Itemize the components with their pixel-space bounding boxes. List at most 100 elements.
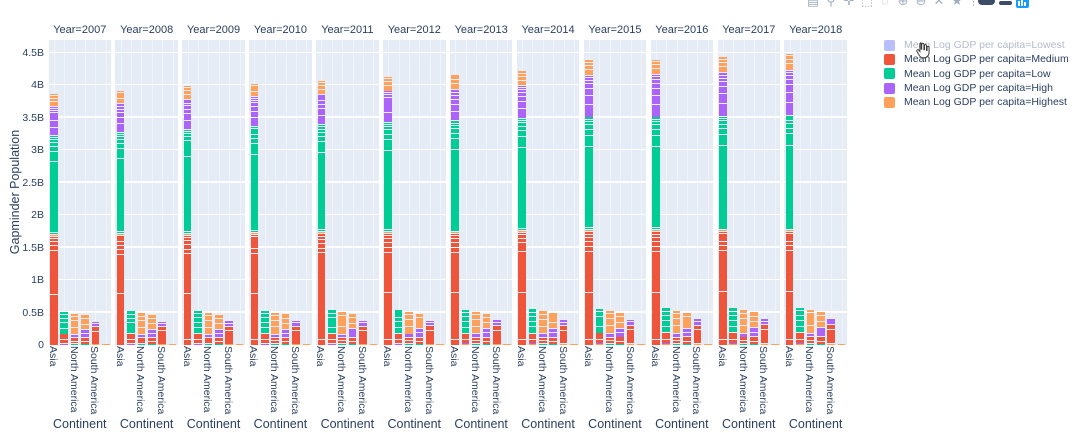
bar-segment[interactable] xyxy=(718,246,727,251)
bar-segment[interactable] xyxy=(250,97,259,98)
bar-segment[interactable] xyxy=(837,343,846,345)
bar-segment[interactable] xyxy=(806,337,815,341)
bar-segment[interactable] xyxy=(101,344,110,345)
bar-segment[interactable] xyxy=(492,320,501,322)
bar-segment[interactable] xyxy=(281,337,290,341)
bar-segment[interactable] xyxy=(127,340,135,343)
bar-segment[interactable] xyxy=(796,344,804,345)
bar-segment[interactable] xyxy=(158,344,167,345)
bar-segment[interactable] xyxy=(49,140,58,143)
bar-segment[interactable] xyxy=(482,337,491,341)
bar-segment[interactable] xyxy=(281,329,290,333)
bar-segment[interactable] xyxy=(585,232,593,234)
bar-segment[interactable] xyxy=(348,341,357,344)
bar-segment[interactable] xyxy=(250,244,259,249)
bar-segment[interactable] xyxy=(384,122,392,124)
bar-segment[interactable] xyxy=(394,317,403,322)
bar-segment[interactable] xyxy=(137,341,146,344)
bar-segment[interactable] xyxy=(317,153,326,230)
bar-segment[interactable] xyxy=(817,332,825,337)
bar-segment[interactable] xyxy=(281,341,290,344)
bar-segment[interactable] xyxy=(585,238,593,242)
bar-segment[interactable] xyxy=(250,88,259,92)
bar-segment[interactable] xyxy=(281,344,290,345)
bar-segment[interactable] xyxy=(662,333,670,339)
bar-segment[interactable] xyxy=(785,251,794,292)
bar-segment[interactable] xyxy=(127,344,135,345)
bar-segment[interactable] xyxy=(595,339,604,343)
bar-segment[interactable] xyxy=(472,311,480,315)
bar-segment[interactable] xyxy=(605,319,614,326)
bar-segment[interactable] xyxy=(49,161,58,233)
bar-segment[interactable] xyxy=(451,252,459,293)
bar-segment[interactable] xyxy=(472,326,480,334)
bar-segment[interactable] xyxy=(384,231,392,233)
bar-segment[interactable] xyxy=(317,236,326,239)
bar-segment[interactable] xyxy=(662,344,670,345)
bar-segment[interactable] xyxy=(183,249,192,254)
bar-segment[interactable] xyxy=(662,343,670,345)
bar-segment[interactable] xyxy=(49,102,58,107)
bar-segment[interactable] xyxy=(739,310,748,313)
bar-segment[interactable] xyxy=(492,330,501,344)
bar-segment[interactable] xyxy=(785,85,794,92)
bar-segment[interactable] xyxy=(415,317,424,323)
zoom-icon[interactable]: ⚲ xyxy=(826,0,836,8)
bar-segment[interactable] xyxy=(271,312,280,316)
bar-segment[interactable] xyxy=(785,92,794,102)
bar-segment[interactable] xyxy=(718,62,727,67)
bar-segment[interactable] xyxy=(148,319,156,324)
bar-segment[interactable] xyxy=(384,95,392,97)
bar-segment[interactable] xyxy=(528,312,537,317)
bar-segment[interactable] xyxy=(518,109,526,118)
bar-segment[interactable] xyxy=(451,104,459,111)
bar-segment[interactable] xyxy=(518,131,526,136)
bar-segment[interactable] xyxy=(261,340,269,343)
plot-area[interactable] xyxy=(516,40,580,345)
plot-area[interactable] xyxy=(383,40,446,345)
bar-segment[interactable] xyxy=(271,320,280,327)
bar-segment[interactable] xyxy=(827,344,836,345)
bar-segment[interactable] xyxy=(394,327,403,333)
bar-segment[interactable] xyxy=(461,339,470,343)
bar-segment[interactable] xyxy=(718,227,727,229)
plot-area[interactable] xyxy=(784,40,847,345)
bar-segment[interactable] xyxy=(91,331,100,344)
bar-segment[interactable] xyxy=(302,344,311,345)
bar-segment[interactable] xyxy=(662,308,670,312)
bar-segment[interactable] xyxy=(796,333,804,339)
bar-segment[interactable] xyxy=(384,91,392,93)
bar-segment[interactable] xyxy=(503,343,511,345)
bar-segment[interactable] xyxy=(718,231,727,234)
bar-segment[interactable] xyxy=(451,243,459,248)
bar-segment[interactable] xyxy=(750,332,758,337)
bar-segment[interactable] xyxy=(394,313,403,317)
bar-segment[interactable] xyxy=(760,319,769,321)
bar-segment[interactable] xyxy=(292,321,300,323)
bar-segment[interactable] xyxy=(718,116,727,119)
bar-segment[interactable] xyxy=(718,87,727,94)
bar-segment[interactable] xyxy=(281,314,290,318)
bar-segment[interactable] xyxy=(348,333,357,337)
bar-segment[interactable] xyxy=(785,64,794,70)
bar-segment[interactable] xyxy=(359,330,367,344)
bar-segment[interactable] xyxy=(49,143,58,147)
bar-segment[interactable] xyxy=(616,344,624,345)
bar-segment[interactable] xyxy=(60,343,68,345)
bar-segment[interactable] xyxy=(158,323,167,327)
bar-segment[interactable] xyxy=(183,146,192,156)
bar-segment[interactable] xyxy=(116,144,125,149)
bar-segment[interactable] xyxy=(451,84,459,89)
bar-segment[interactable] xyxy=(683,312,691,316)
bar-segment[interactable] xyxy=(626,319,635,322)
bar-segment[interactable] xyxy=(451,75,459,77)
bar-segment[interactable] xyxy=(261,318,269,322)
bar-segment[interactable] xyxy=(281,333,290,337)
bar-segment[interactable] xyxy=(127,323,135,328)
bar-segment[interactable] xyxy=(785,70,794,73)
bar-segment[interactable] xyxy=(292,323,300,326)
bar-segment[interactable] xyxy=(359,326,367,331)
bar-segment[interactable] xyxy=(451,248,459,252)
bar-segment[interactable] xyxy=(451,233,459,235)
bar-segment[interactable] xyxy=(338,312,346,315)
